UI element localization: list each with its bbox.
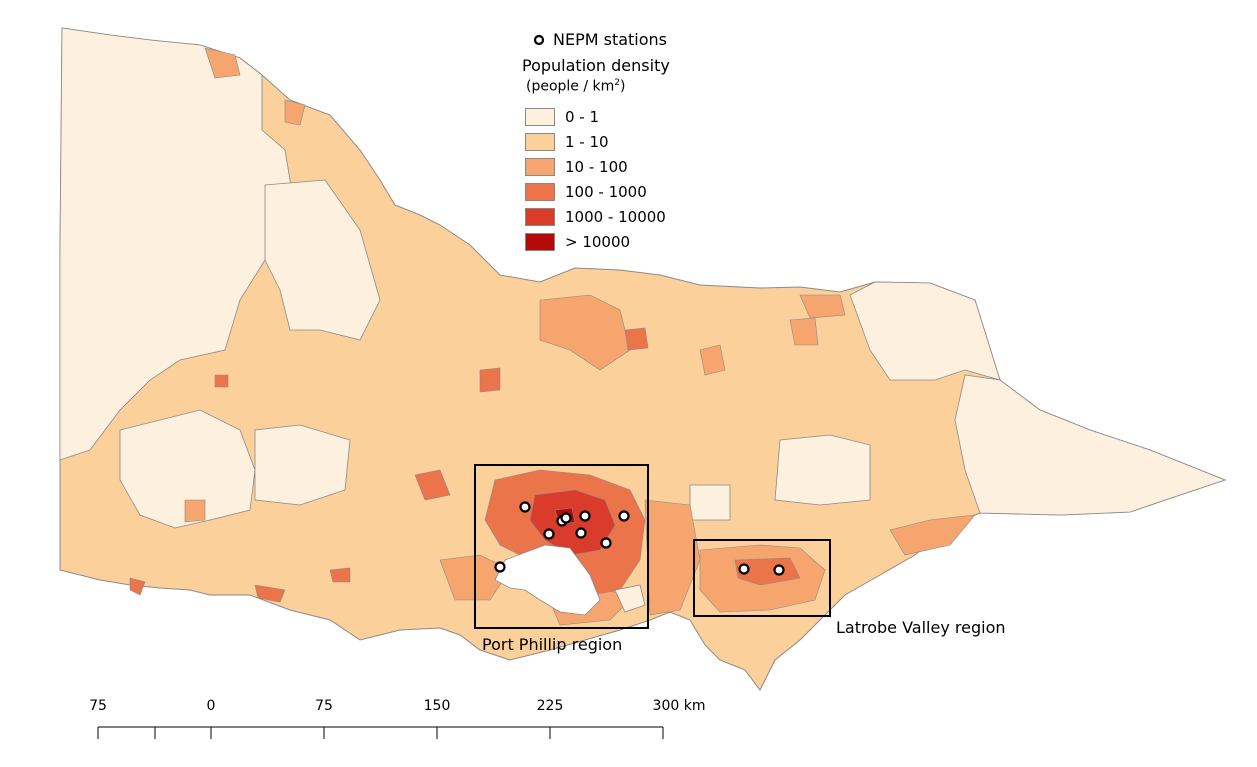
nepm-station: [579, 510, 591, 522]
nepm-station: [738, 563, 750, 575]
regional-center-4: [699, 344, 726, 376]
scale-tick-label: 225: [536, 698, 564, 714]
shepparton-area: [624, 327, 649, 351]
colac-area: [329, 567, 351, 583]
legend-label: 10 - 100: [565, 158, 628, 176]
nepm-station: [773, 564, 785, 576]
east-suburbs-area: [644, 499, 701, 616]
nepm-station: [600, 537, 612, 549]
regional-center-5: [789, 317, 819, 346]
legend-swatch: [525, 233, 555, 251]
legend-units-sup: 2: [614, 78, 621, 88]
legend-units-text: (people / km: [526, 78, 615, 95]
nepm-station: [560, 512, 572, 524]
portland-area: [129, 577, 146, 596]
legend-density-units: (people / km2): [526, 78, 625, 95]
latrobe-valley-center: [734, 557, 801, 586]
scale-tick-label: 75: [89, 698, 107, 714]
port-phillip-bay: [494, 544, 601, 616]
latrobe-valley-region-label: Latrobe Valley region: [836, 618, 1006, 637]
legend-label: > 10000: [565, 233, 631, 251]
regional-center-3: [539, 294, 631, 371]
western-port-bay: [614, 584, 646, 613]
legend-swatch: [525, 183, 555, 201]
ballarat-area: [414, 469, 451, 501]
bendigo-area: [479, 367, 501, 393]
nepm-station-legend-icon: [533, 34, 545, 46]
legend-units-close: ): [620, 78, 626, 95]
scale-tick-label: 150: [423, 698, 451, 714]
nepm-station: [618, 510, 630, 522]
nepm-station: [543, 528, 555, 540]
latrobe-valley-region-box: [693, 539, 831, 617]
legend-label: 1 - 10: [565, 133, 609, 151]
east-low-density-zone: [849, 281, 1001, 381]
legend-label: 0 - 1: [565, 108, 600, 126]
central-west-low-density-zone: [264, 179, 381, 341]
port-phillip-region-box: [474, 464, 649, 629]
legend-swatch: [525, 108, 555, 126]
south-west-low-density-zone-2: [254, 424, 351, 506]
regional-center-1: [204, 47, 241, 79]
regional-center-6: [799, 294, 846, 319]
legend-label: 100 - 1000: [565, 183, 647, 201]
horsham-area: [214, 374, 229, 388]
far-east-low-density-zone: [954, 374, 1227, 516]
scale-tick-label: 0: [206, 698, 216, 714]
regional-center-2: [284, 99, 306, 126]
legend-swatch: [525, 158, 555, 176]
scale-bar: [97, 726, 664, 739]
nepm-station: [494, 561, 506, 573]
scale-tick-label: 75: [315, 698, 333, 714]
bairnsdale-area: [889, 514, 976, 556]
warrnambool-area: [184, 499, 206, 523]
legend-label: 1000 - 10000: [565, 208, 666, 226]
gippsland-low-density-zone: [689, 484, 731, 521]
south-west-low-density-zone: [119, 409, 256, 529]
legend-stations-label: NEPM stations: [553, 30, 668, 49]
lakes-entrance-area: [254, 584, 286, 603]
east-gippsland-low-density-zone: [774, 434, 871, 506]
scale-tick-label: 300 km: [652, 698, 706, 714]
legend-swatch: [525, 208, 555, 226]
nepm-station: [575, 527, 587, 539]
port-phillip-region-label: Port Phillip region: [482, 635, 623, 654]
legend-density-title: Population density: [522, 56, 670, 75]
legend-swatch: [525, 133, 555, 151]
nepm-station: [519, 501, 531, 513]
